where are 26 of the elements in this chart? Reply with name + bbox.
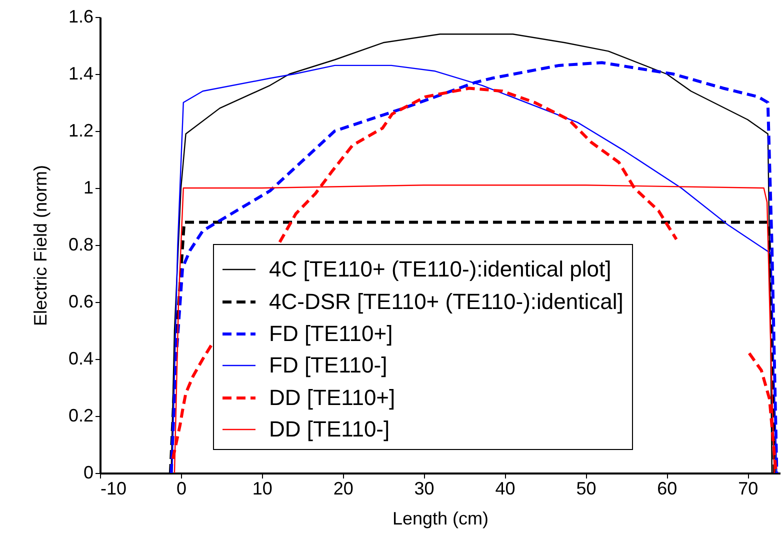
x-tick-label: 70 [738,478,758,498]
y-tick-label: 1 [83,178,94,198]
y-tick-label: 1.6 [68,6,94,26]
x-tick-label: -10 [100,478,127,498]
y-tick-label: 0.6 [68,292,94,312]
y-tick-label: 0 [83,462,94,482]
x-tick-label: 0 [176,478,186,498]
legend-label: DD [TE110-] [269,416,390,442]
x-tick-label: 50 [576,478,596,498]
x-tick-label: 40 [495,478,516,498]
x-tick-label: 10 [252,478,272,498]
y-tick-label: 1.2 [68,120,94,140]
legend-label: DD [TE110+] [269,385,396,410]
legend-label: FD [TE110+] [269,321,393,346]
x-axis-title: Length (cm) [392,508,489,528]
legend-label: 4C [TE110+ (TE110-):identical plot] [269,256,612,282]
y-tick-label: 1.4 [68,64,94,84]
legend-label: 4C-DSR [TE110+ (TE110-):identical] [269,289,624,314]
y-tick-label: 0.8 [68,234,94,254]
legend-label: FD [TE110-] [269,352,388,378]
y-axis-title: Electric Field (norm) [30,164,50,326]
x-tick-label: 60 [657,478,678,498]
x-tick-label: 30 [414,478,434,498]
y-tick-label: 0.2 [68,406,94,426]
y-tick-label: 0.4 [68,348,94,368]
x-tick-label: 20 [333,478,354,498]
